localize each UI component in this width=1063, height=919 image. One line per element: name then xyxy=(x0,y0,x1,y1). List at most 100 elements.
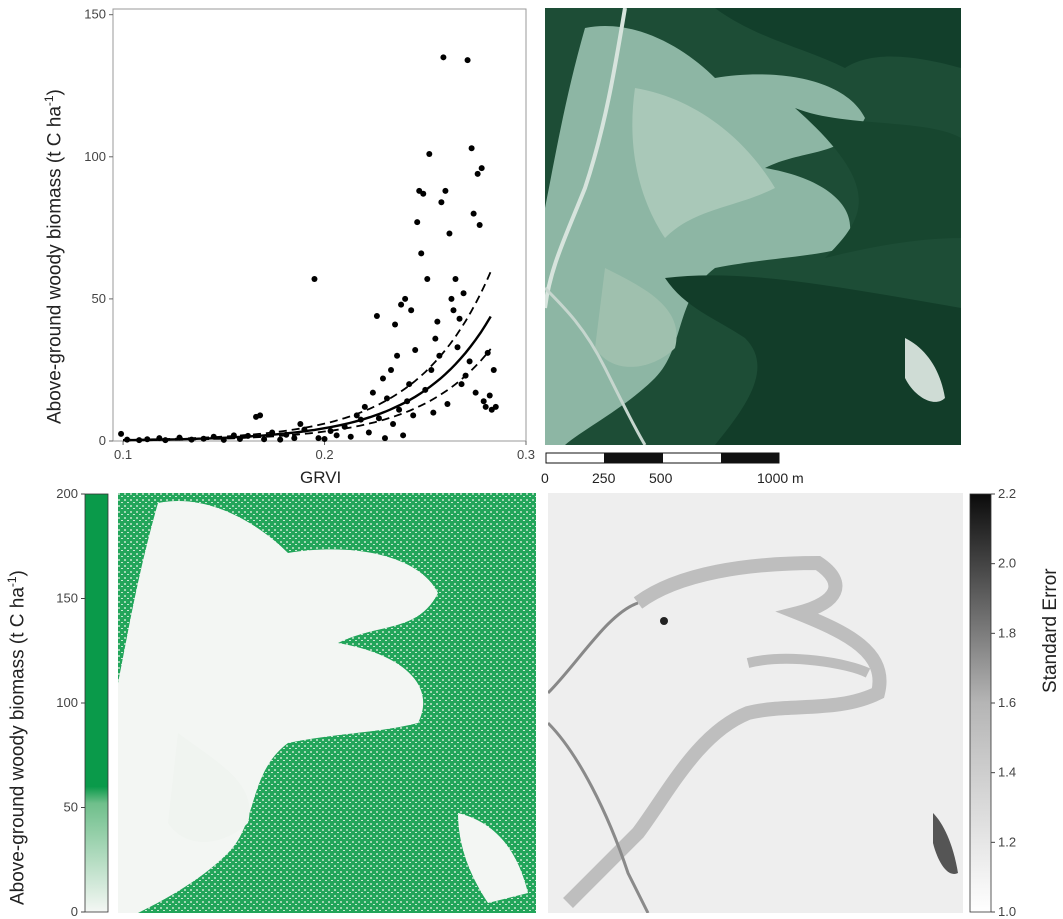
data-point xyxy=(470,210,477,217)
se-tick-label: 1.0 xyxy=(998,904,1016,918)
data-point xyxy=(315,435,322,442)
data-point xyxy=(456,315,463,322)
data-point xyxy=(474,170,481,177)
data-point xyxy=(396,406,403,413)
data-point xyxy=(476,222,483,228)
data-point xyxy=(446,230,453,237)
se-tick-label: 2.0 xyxy=(998,556,1016,571)
data-point xyxy=(460,290,467,297)
data-point xyxy=(333,432,340,439)
se-colorbar-ramp xyxy=(969,493,992,913)
scale-bar xyxy=(545,452,780,464)
data-point xyxy=(432,335,439,342)
data-point xyxy=(402,295,409,302)
scale-label-0: 0 xyxy=(541,470,549,486)
se-tick-label: 1.2 xyxy=(998,834,1016,849)
data-point xyxy=(490,366,497,373)
data-point xyxy=(414,219,421,226)
data-point xyxy=(410,412,417,419)
data-point xyxy=(347,433,354,440)
data-point xyxy=(428,366,435,373)
data-point xyxy=(388,366,395,373)
biomass-colorbar-ramp xyxy=(84,493,109,913)
data-point xyxy=(381,435,388,442)
data-point xyxy=(400,432,407,439)
data-point xyxy=(398,301,405,308)
data-point xyxy=(297,420,304,427)
data-point xyxy=(478,165,485,172)
data-point xyxy=(464,57,471,64)
data-point xyxy=(444,401,451,408)
data-point xyxy=(375,415,382,422)
biomass-tick-label: 50 xyxy=(64,800,78,815)
data-point xyxy=(373,312,380,319)
data-point xyxy=(434,318,441,325)
data-point xyxy=(257,412,264,419)
se-legend-label: Standard Error xyxy=(1040,568,1061,693)
x-tick-label: 0.3 xyxy=(517,447,535,462)
se-map xyxy=(548,493,963,913)
data-point xyxy=(424,276,431,282)
data-point xyxy=(408,307,415,314)
data-point xyxy=(327,428,334,435)
data-point xyxy=(420,190,427,197)
scatter-plot-frame xyxy=(112,8,527,442)
data-point xyxy=(418,250,425,257)
data-point xyxy=(291,435,298,442)
biomass-tick-label: 150 xyxy=(56,591,78,606)
data-point xyxy=(365,429,372,436)
ci-upper-line xyxy=(123,271,492,441)
data-point xyxy=(406,381,413,388)
x-tick-label: 0.1 xyxy=(114,447,132,462)
se-tick-label: 1.8 xyxy=(998,625,1016,640)
data-point xyxy=(480,398,487,405)
y-tick-label: 50 xyxy=(92,291,106,306)
data-point xyxy=(466,358,473,365)
data-point xyxy=(452,276,459,282)
satellite-image xyxy=(545,8,961,445)
se-tick-label: 2.2 xyxy=(998,488,1016,501)
data-point xyxy=(412,347,419,354)
y-tick-label: 0 xyxy=(99,433,106,448)
biomass-tick-label: 100 xyxy=(56,695,78,710)
data-point xyxy=(390,420,397,427)
data-point xyxy=(311,276,318,282)
biomass-tick-label: 200 xyxy=(56,488,78,501)
x-tick-label: 0.2 xyxy=(315,447,333,462)
data-point xyxy=(448,295,455,302)
data-point xyxy=(486,392,493,399)
fit-line xyxy=(123,315,492,442)
se-tick-label: 1.4 xyxy=(998,765,1016,780)
scatter-plot: 0.1 0.2 0.3 0 50 100 150 xyxy=(84,7,535,462)
data-point xyxy=(458,381,465,388)
data-point xyxy=(394,352,401,359)
scatter-x-axis-label: GRVI xyxy=(300,468,342,487)
data-point xyxy=(442,187,449,194)
data-point xyxy=(321,436,328,443)
data-point xyxy=(468,145,475,152)
data-point xyxy=(369,389,376,396)
data-point xyxy=(484,349,491,356)
data-point xyxy=(383,395,390,402)
data-point xyxy=(454,344,461,351)
biomass-tick-label: 0 xyxy=(71,904,78,918)
biomass-legend-label: Above-ground woody biomass (t C ha-1) xyxy=(5,570,29,905)
data-point xyxy=(492,403,499,410)
data-point xyxy=(379,375,386,382)
scale-label-250: 250 xyxy=(592,470,616,486)
data-point xyxy=(472,389,479,396)
data-point xyxy=(261,436,268,443)
scale-label-1000m: 1000 m xyxy=(757,470,804,486)
biomass-map xyxy=(118,493,536,913)
scale-label-500: 500 xyxy=(649,470,673,486)
data-point xyxy=(450,307,457,314)
data-point xyxy=(440,54,447,61)
data-point xyxy=(277,436,284,443)
data-point xyxy=(118,430,125,437)
data-point xyxy=(438,199,445,206)
biomass-colorbar: 0 50 100 150 200 xyxy=(56,488,109,918)
se-tick-label: 1.6 xyxy=(998,695,1016,710)
data-point xyxy=(482,403,489,410)
se-colorbar: 1.0 1.2 1.4 1.6 1.8 2.0 2.2 xyxy=(969,488,1016,918)
y-tick-label: 150 xyxy=(84,7,106,22)
